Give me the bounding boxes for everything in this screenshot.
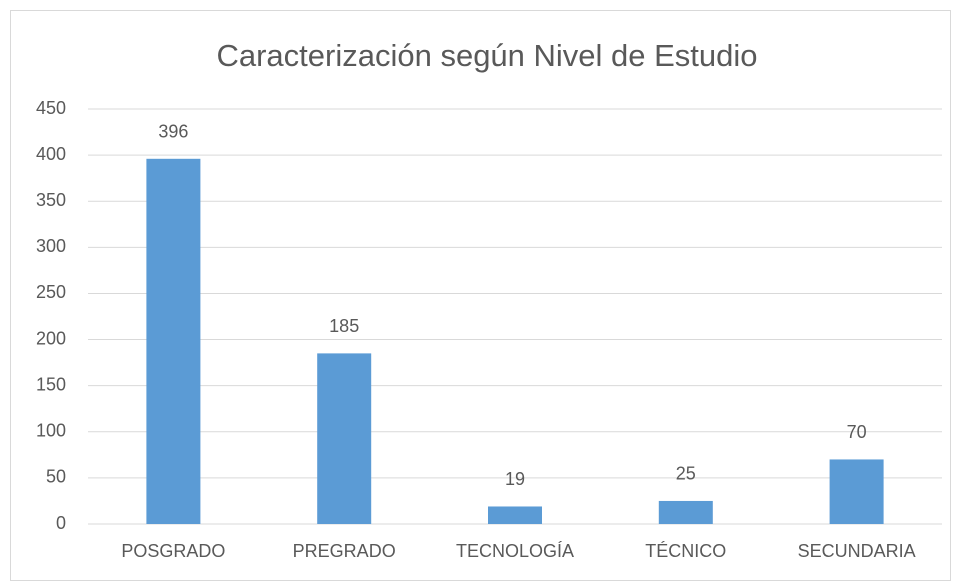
bar bbox=[146, 158, 201, 525]
data-label: 396 bbox=[158, 122, 188, 142]
chart-title: Caracterización según Nivel de Estudio bbox=[216, 38, 757, 73]
bar bbox=[488, 506, 542, 524]
y-tick-label: 0 bbox=[56, 513, 66, 533]
data-label: 185 bbox=[329, 316, 359, 336]
y-tick-label: 450 bbox=[36, 98, 66, 118]
x-tick-label: PREGRADO bbox=[293, 541, 396, 561]
y-tick-label: 50 bbox=[46, 467, 66, 487]
y-tick-label: 350 bbox=[36, 190, 66, 210]
bar bbox=[658, 500, 713, 524]
bar bbox=[317, 353, 372, 524]
data-label: 25 bbox=[676, 464, 696, 484]
y-tick-label: 200 bbox=[36, 328, 66, 348]
y-tick-label: 400 bbox=[36, 144, 66, 164]
data-label: 19 bbox=[505, 469, 525, 489]
y-tick-label: 300 bbox=[36, 236, 66, 256]
y-tick-label: 100 bbox=[36, 421, 66, 441]
x-tick-label: SECUNDARIA bbox=[798, 541, 916, 561]
x-tick-label: TECNOLOGÍA bbox=[456, 541, 574, 561]
x-tick-label: POSGRADO bbox=[121, 541, 225, 561]
y-tick-label: 150 bbox=[36, 374, 66, 394]
x-tick-label: TÉCNICO bbox=[645, 541, 726, 561]
bar bbox=[829, 459, 884, 524]
y-tick-label: 250 bbox=[36, 282, 66, 302]
data-label: 70 bbox=[847, 422, 867, 442]
